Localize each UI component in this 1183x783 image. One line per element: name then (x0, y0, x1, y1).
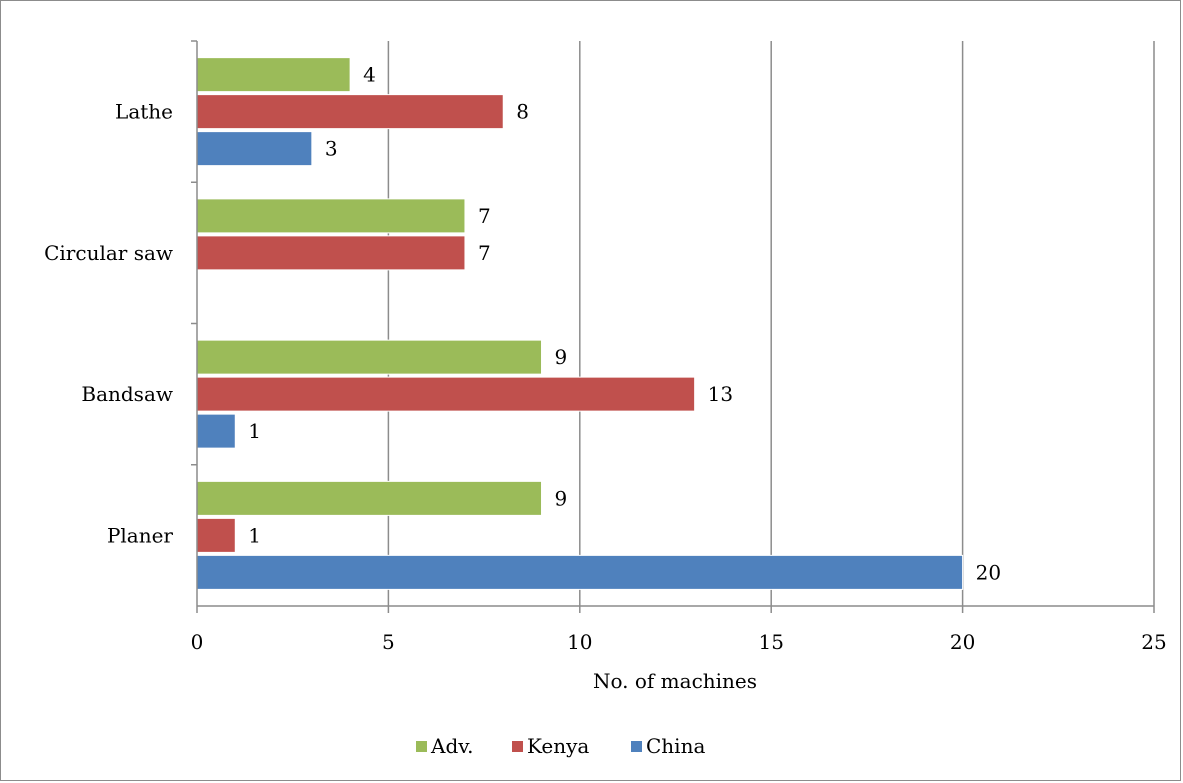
bar-adv-3 (196, 480, 543, 516)
x-axis-title: No. of machines (593, 669, 757, 693)
labels: 0 5 10 15 20 25 Lathe 4 8 3 Circular saw 7 7 Bandsaw 9… (44, 63, 1167, 654)
x-tick-label: 0 (191, 630, 204, 654)
bar-china-3 (196, 554, 964, 590)
legend-swatch (631, 741, 642, 752)
data-label: 4 (363, 63, 376, 87)
bar-adv-1 (196, 198, 466, 234)
data-label: 20 (976, 560, 1001, 584)
axes (191, 40, 1155, 613)
x-tick-label: 5 (382, 630, 395, 654)
bars (196, 57, 964, 590)
data-label: 9 (555, 345, 568, 369)
legend-swatch (512, 741, 523, 752)
bar-kenya-3 (196, 517, 236, 553)
data-label: 7 (478, 241, 491, 265)
bar-kenya-2 (196, 376, 696, 412)
legend-swatch (416, 741, 427, 752)
x-tick-label: 20 (950, 630, 975, 654)
data-label: 13 (708, 382, 733, 406)
x-tick-label: 25 (1141, 630, 1166, 654)
legend-label: Kenya (527, 734, 589, 758)
x-tick-label: 15 (758, 630, 783, 654)
legend: Adv. Kenya China (416, 734, 705, 758)
data-label: 3 (325, 137, 338, 161)
data-label: 1 (248, 523, 261, 547)
legend-label: Adv. (430, 734, 474, 758)
bar-kenya-1 (196, 235, 466, 271)
data-label: 1 (248, 419, 261, 443)
legend-label: China (646, 734, 705, 758)
bar-china-0 (196, 131, 313, 167)
bar-adv-2 (196, 339, 543, 375)
bar-adv-0 (196, 57, 351, 93)
data-label: 8 (516, 100, 529, 124)
bar-kenya-0 (196, 94, 504, 130)
category-label: Planer (107, 523, 173, 547)
data-label: 9 (555, 486, 568, 510)
x-tick-label: 10 (567, 630, 592, 654)
category-label: Bandsaw (81, 382, 173, 406)
category-label: Lathe (115, 100, 173, 124)
data-label: 7 (478, 204, 491, 228)
bar-china-2 (196, 413, 236, 449)
category-label: Circular saw (44, 241, 173, 265)
